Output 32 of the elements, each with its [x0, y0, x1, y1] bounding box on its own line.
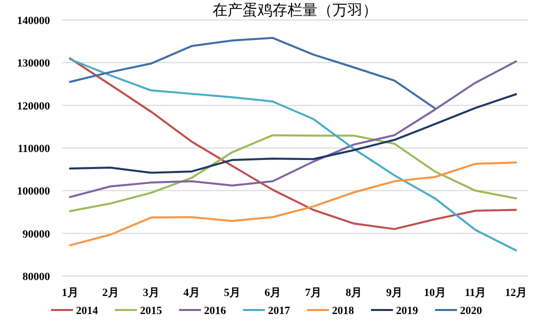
x-tick-label: 2月 [102, 287, 119, 299]
x-tick-label: 9月 [386, 287, 403, 299]
line-series [69, 93, 517, 174]
y-tick-label: 100000 [17, 186, 50, 198]
x-tick-label: 8月 [346, 287, 362, 299]
legend-label: 2017 [268, 305, 290, 317]
x-tick-label: 6月 [264, 287, 281, 299]
x-tick-label: 4月 [183, 287, 200, 299]
y-tick-label: 120000 [17, 100, 50, 112]
x-tick-label: 12月 [505, 287, 527, 299]
x-tick-label: 5月 [224, 287, 240, 299]
y-tick-label: 110000 [18, 143, 50, 155]
x-tick-label: 1月 [62, 287, 78, 299]
legend-label: 2015 [140, 305, 162, 317]
x-tick-label: 11月 [464, 287, 486, 299]
y-tick-label: 130000 [17, 58, 50, 70]
legend-label: 2020 [460, 305, 482, 317]
legend-label: 2016 [204, 305, 226, 317]
line-series [69, 162, 517, 246]
chart-title: 在产蛋鸡存栏量（万羽） [212, 2, 378, 19]
x-tick-label: 3月 [142, 287, 160, 299]
x-tick-label: 7月 [305, 287, 322, 299]
legend-label: 2014 [76, 305, 98, 317]
x-tick-label: 10月 [424, 287, 446, 299]
line-series [69, 60, 517, 198]
y-tick-label: 80000 [22, 271, 50, 283]
line-series [69, 36, 436, 110]
line-series [69, 134, 517, 212]
legend-label: 2018 [332, 305, 354, 317]
y-tick-label: 90000 [22, 228, 50, 240]
y-tick-label: 140000 [17, 15, 50, 27]
legend-label: 2019 [396, 305, 418, 317]
